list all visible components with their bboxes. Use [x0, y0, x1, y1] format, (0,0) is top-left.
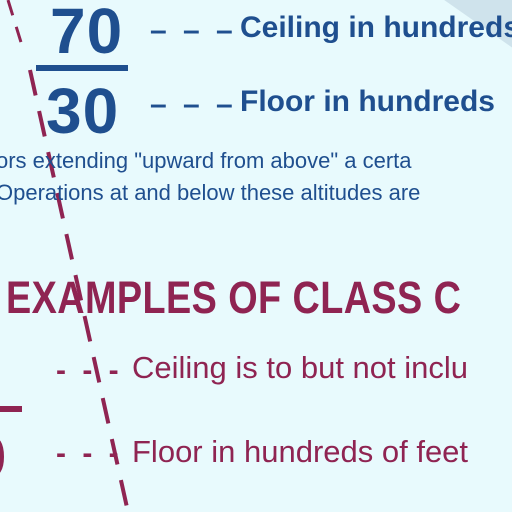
- ceiling-label: Ceiling in hundreds: [240, 11, 512, 44]
- lower-ceiling-leader-dash: - - -: [56, 354, 123, 387]
- floor-leader-dash: – – –: [150, 88, 237, 121]
- description-line-1: ors extending "upward from above" a cert…: [0, 148, 412, 173]
- floor-label: Floor in hundreds: [240, 85, 495, 118]
- lower-fraction-bar: [0, 406, 22, 412]
- lower-floor-label: Floor in hundreds of feet: [132, 434, 469, 469]
- floor-altitude-number: 30: [46, 75, 120, 147]
- lower-floor-leader-dash: - - -: [56, 437, 123, 470]
- ceiling-leader-dash: – – –: [150, 14, 237, 47]
- description-line-2: Operations at and below these altitudes …: [0, 180, 421, 205]
- section-heading: EXAMPLES OF CLASS C: [6, 272, 462, 323]
- fraction-bar: [36, 65, 128, 71]
- lower-ceiling-label: Ceiling is to but not inclu: [132, 350, 469, 385]
- lower-floor-digit: 0: [0, 424, 6, 491]
- ceiling-altitude-number: 70: [50, 0, 124, 67]
